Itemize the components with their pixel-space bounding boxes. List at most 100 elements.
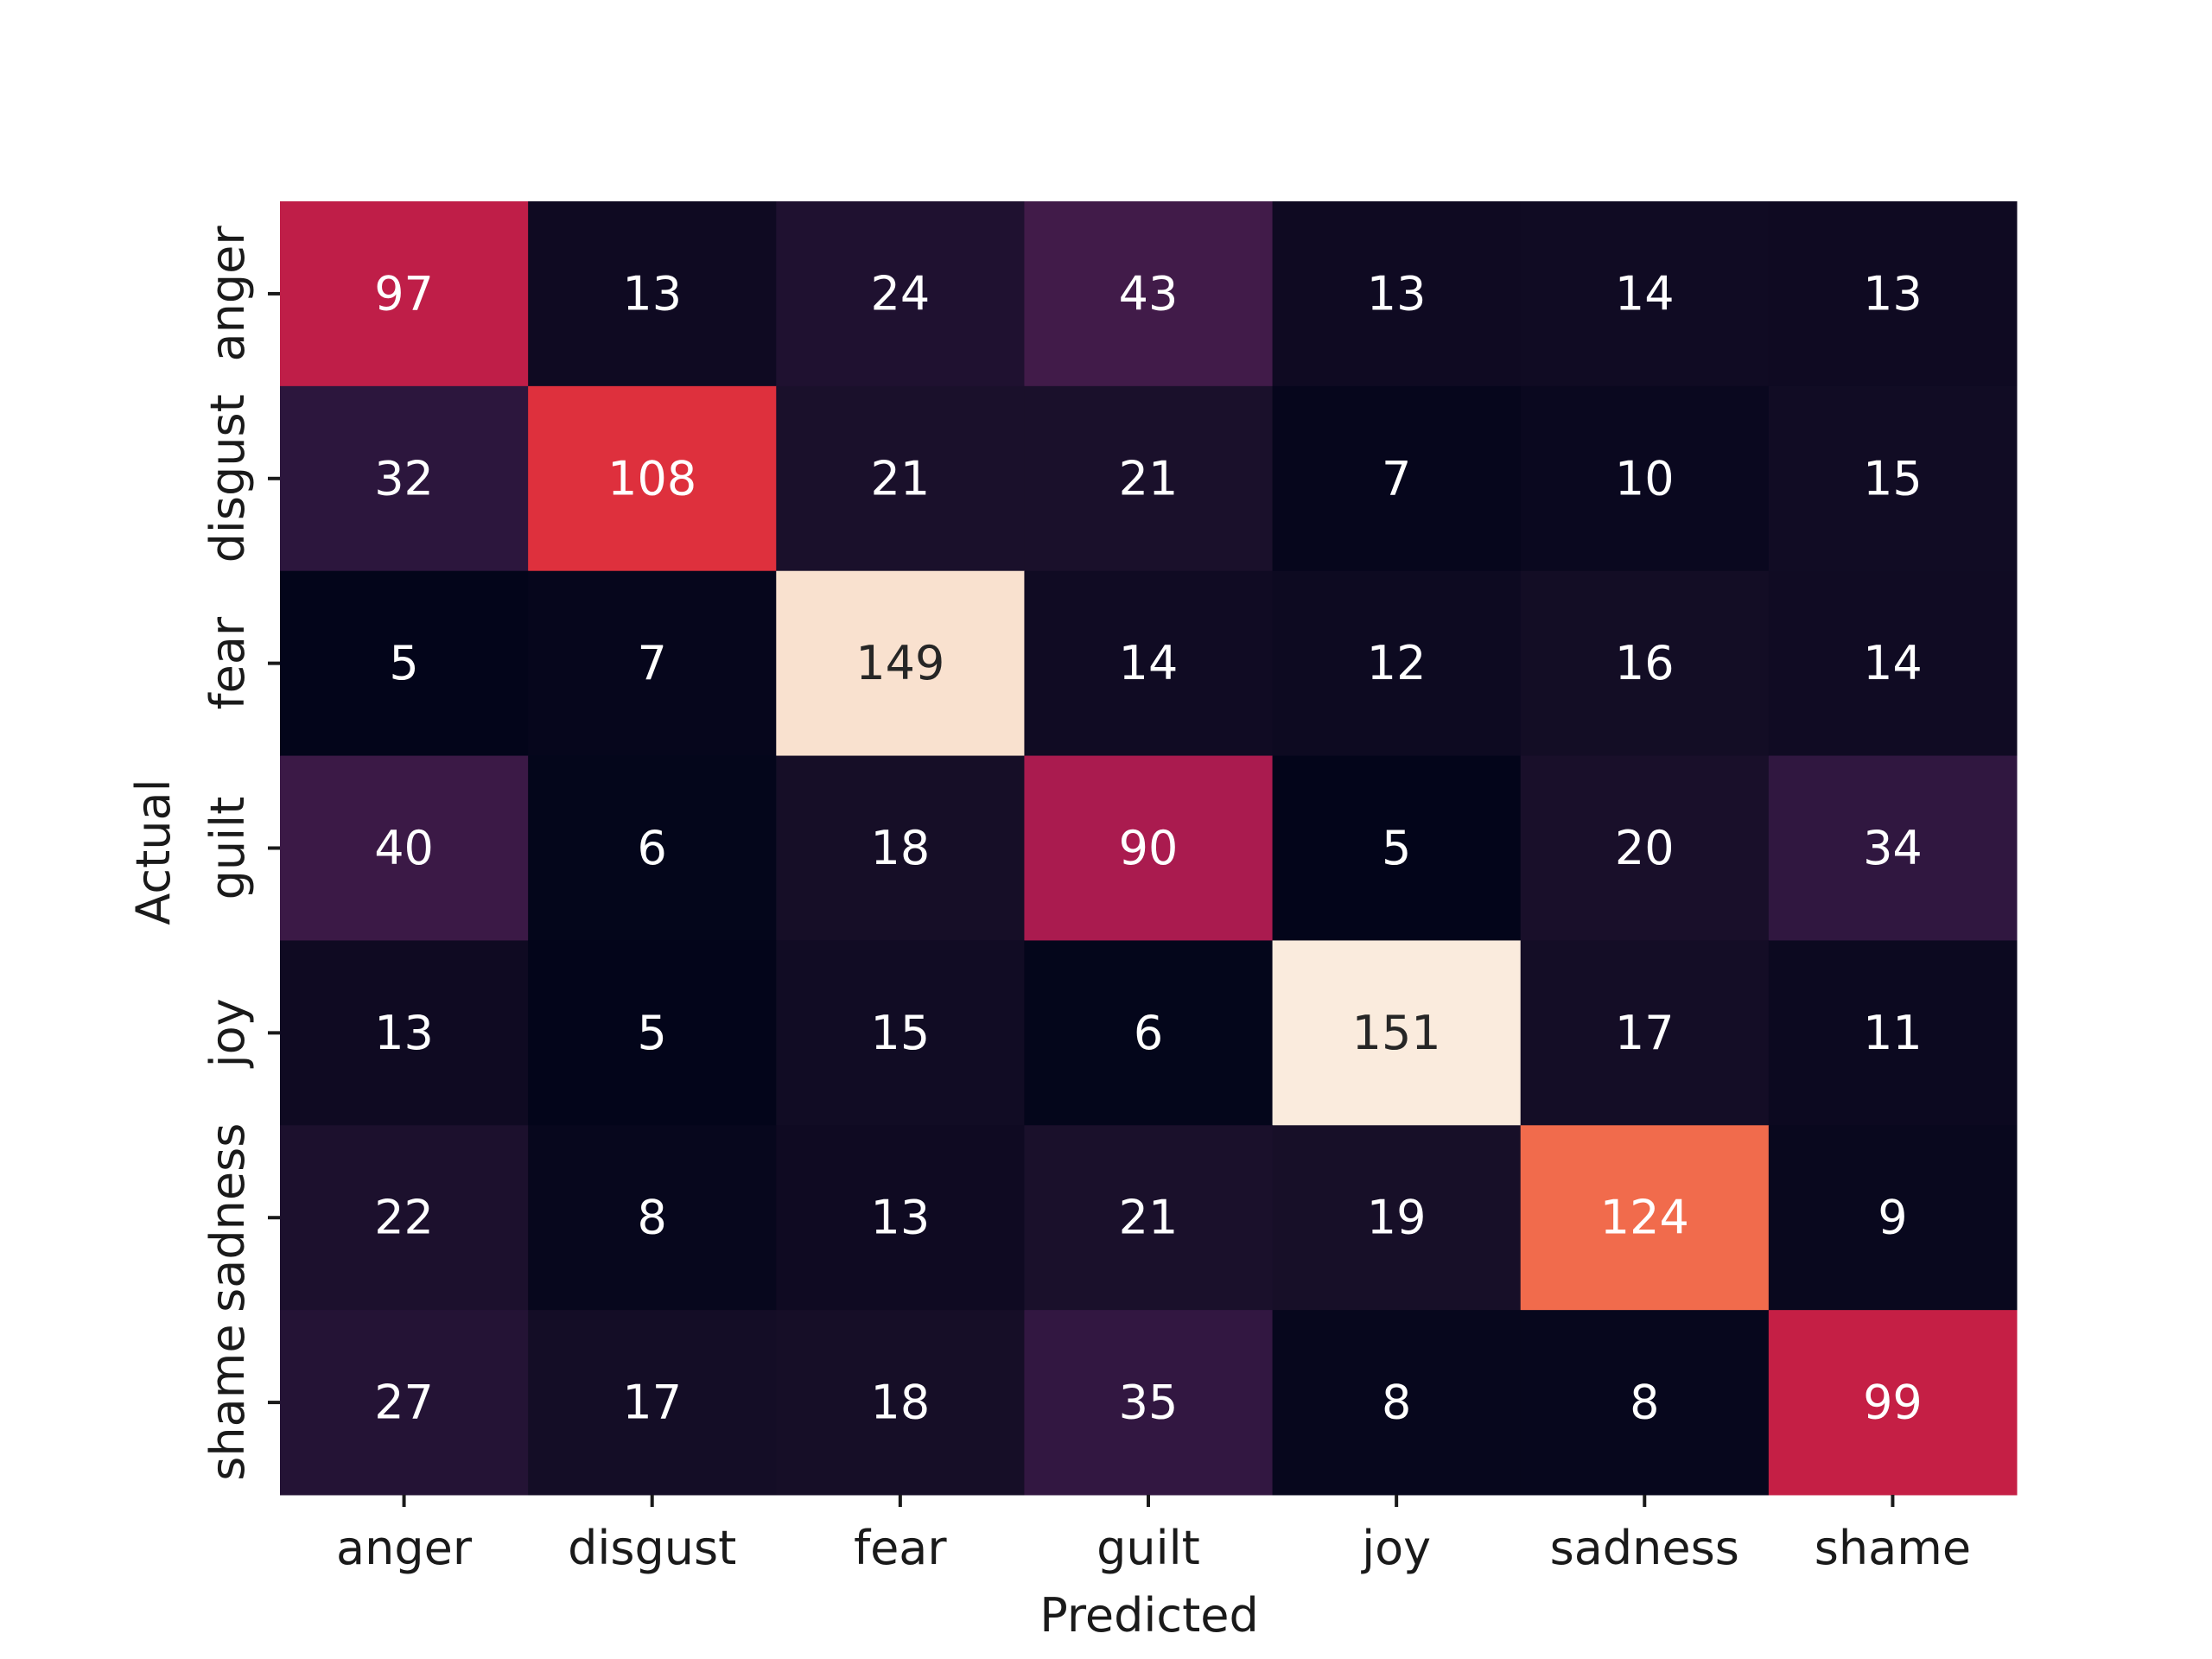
heatmap-cell-disgust-guilt (1024, 385, 1274, 572)
cell-value-disgust-shame: 15 (1863, 451, 1923, 505)
cell-value-guilt-joy: 5 (1382, 821, 1411, 875)
x-axis-label: Predicted (1039, 1588, 1259, 1643)
cell-value-disgust-joy: 7 (1382, 451, 1411, 505)
cell-value-fear-guilt: 14 (1119, 636, 1179, 690)
heatmap-cell-shame-disgust (528, 1310, 777, 1496)
heatmap-cell-joy-joy (1272, 940, 1522, 1126)
cell-value-disgust-anger: 32 (374, 451, 434, 505)
cell-value-guilt-fear: 18 (870, 821, 930, 875)
cell-value-fear-joy: 12 (1367, 636, 1427, 690)
cell-value-joy-anger: 13 (374, 1006, 434, 1060)
heatmap-cell-shame-sadness (1520, 1310, 1770, 1496)
heatmap-cell-fear-sadness (1520, 570, 1770, 757)
heatmap-cell-sadness-disgust (528, 1125, 777, 1311)
cell-value-joy-shame: 11 (1863, 1006, 1923, 1060)
heatmap-cell-guilt-anger (280, 755, 529, 941)
y-tick-label-joy: joy (200, 998, 255, 1068)
cell-value-anger-disgust: 13 (622, 266, 682, 321)
cell-value-guilt-shame: 34 (1863, 821, 1923, 875)
heatmap-cell-anger-disgust (528, 201, 777, 387)
cell-value-shame-guilt: 35 (1119, 1376, 1179, 1430)
x-tick-label-disgust: disgust (568, 1521, 736, 1575)
heatmap-cell-disgust-fear (776, 385, 1025, 572)
cell-value-sadness-joy: 19 (1367, 1191, 1427, 1245)
heatmap-cell-sadness-guilt (1024, 1125, 1274, 1311)
cell-value-anger-joy: 13 (1367, 266, 1427, 321)
cell-value-shame-shame: 99 (1863, 1376, 1923, 1430)
cell-value-joy-sadness: 17 (1615, 1006, 1675, 1060)
y-tick-label-shame: shame (200, 1324, 255, 1480)
heatmap-cell-guilt-joy (1272, 755, 1522, 941)
x-tick-label-joy: joy (1361, 1521, 1431, 1575)
cell-value-joy-disgust: 5 (638, 1006, 667, 1060)
heatmap-cell-joy-guilt (1024, 940, 1274, 1126)
heatmap-cell-joy-shame (1768, 940, 2018, 1126)
heatmap-cell-fear-joy (1272, 570, 1522, 757)
heatmap-cell-fear-anger (280, 570, 529, 757)
y-axis-label: Actual (126, 779, 181, 925)
heatmap-cell-guilt-sadness (1520, 755, 1770, 941)
cell-value-joy-guilt: 6 (1134, 1006, 1163, 1060)
y-tick-label-fear: fear (200, 616, 255, 709)
heatmap-cell-fear-shame (1768, 570, 2018, 757)
cell-value-shame-anger: 27 (374, 1376, 434, 1430)
cell-value-anger-guilt: 43 (1119, 266, 1179, 321)
cell-value-sadness-sadness: 124 (1600, 1191, 1689, 1245)
y-tick-label-sadness: sadness (200, 1123, 255, 1313)
heatmap-cell-guilt-guilt (1024, 755, 1274, 941)
cell-value-guilt-disgust: 6 (638, 821, 667, 875)
heatmap-cell-disgust-disgust (528, 385, 777, 572)
heatmap-cell-guilt-fear (776, 755, 1025, 941)
cell-value-fear-shame: 14 (1863, 636, 1923, 690)
cell-value-fear-fear: 149 (855, 636, 944, 690)
cell-value-fear-disgust: 7 (638, 636, 667, 690)
heatmap-cell-anger-joy (1272, 201, 1522, 387)
y-tick-label-anger: anger (200, 226, 255, 362)
y-tick-label-disgust: disgust (200, 394, 255, 563)
cell-value-shame-disgust: 17 (622, 1376, 682, 1430)
heatmap-cell-anger-fear (776, 201, 1025, 387)
cell-value-anger-fear: 24 (870, 266, 930, 321)
cell-value-anger-shame: 13 (1863, 266, 1923, 321)
heatmap-cells (280, 201, 2018, 1496)
heatmap-cell-guilt-disgust (528, 755, 777, 941)
cell-value-guilt-guilt: 90 (1119, 821, 1179, 875)
heatmap-cell-joy-disgust (528, 940, 777, 1126)
cell-value-disgust-fear: 21 (870, 451, 930, 505)
heatmap-cell-anger-anger (280, 201, 529, 387)
cell-value-shame-fear: 18 (870, 1376, 930, 1430)
cell-value-guilt-anger: 40 (374, 821, 434, 875)
cell-value-anger-sadness: 14 (1615, 266, 1675, 321)
heatmap-cell-disgust-anger (280, 385, 529, 572)
cell-value-sadness-shame: 9 (1878, 1191, 1907, 1245)
x-tick-label-anger: anger (336, 1521, 473, 1575)
heatmap-cell-disgust-sadness (1520, 385, 1770, 572)
x-tick-label-shame: shame (1815, 1521, 1971, 1575)
cell-value-sadness-fear: 13 (870, 1191, 930, 1245)
heatmap-cell-sadness-sadness (1520, 1125, 1770, 1311)
y-axis-ticks: anger disgust fear guilt joy sadness shame (200, 226, 280, 1481)
cell-value-sadness-disgust: 8 (638, 1191, 667, 1245)
y-tick-label-guilt: guilt (200, 797, 255, 900)
heatmap-cell-disgust-joy (1272, 385, 1522, 572)
cell-value-guilt-sadness: 20 (1615, 821, 1675, 875)
heatmap-cell-joy-fear (776, 940, 1025, 1126)
cell-value-shame-sadness: 8 (1630, 1376, 1659, 1430)
heatmap-cell-guilt-shame (1768, 755, 2018, 941)
heatmap-cell-shame-shame (1768, 1310, 2018, 1496)
cell-value-anger-anger: 97 (374, 266, 434, 321)
heatmap-cell-fear-disgust (528, 570, 777, 757)
heatmap-cell-anger-guilt (1024, 201, 1274, 387)
cell-value-disgust-guilt: 21 (1119, 451, 1179, 505)
heatmap-cell-anger-sadness (1520, 201, 1770, 387)
cell-value-fear-sadness: 16 (1615, 636, 1675, 690)
x-tick-label-guilt: guilt (1096, 1521, 1200, 1575)
cell-value-shame-joy: 8 (1382, 1376, 1411, 1430)
cell-value-joy-joy: 151 (1352, 1006, 1441, 1060)
cell-value-sadness-anger: 22 (374, 1191, 434, 1245)
heatmap-cell-sadness-joy (1272, 1125, 1522, 1311)
heatmap-cell-joy-sadness (1520, 940, 1770, 1126)
heatmap-cell-anger-shame (1768, 201, 2018, 387)
cell-value-disgust-sadness: 10 (1615, 451, 1675, 505)
